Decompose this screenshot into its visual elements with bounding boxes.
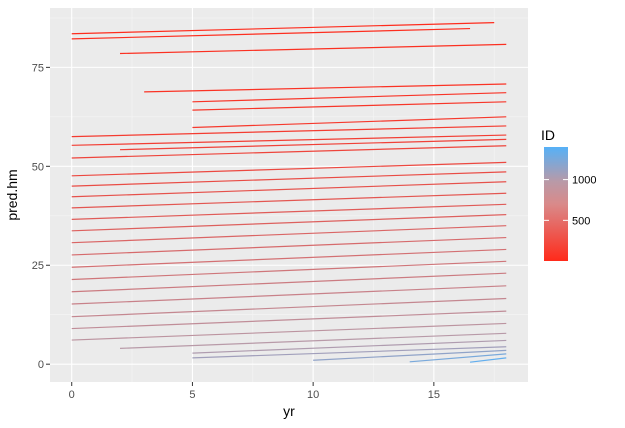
- series-line: [71, 22, 495, 35]
- grid-major: [50, 8, 528, 382]
- legend-tick-label: 500: [572, 215, 590, 227]
- series-line: [119, 138, 507, 151]
- x-tick-label: 15: [428, 389, 440, 401]
- series-line: [469, 357, 507, 363]
- series-line: [119, 43, 507, 55]
- series-line: [71, 171, 507, 187]
- series-line: [71, 213, 507, 232]
- series-line: [192, 101, 507, 111]
- series-line: [71, 27, 471, 40]
- series-line: [71, 145, 507, 159]
- series-line: [71, 297, 507, 318]
- series-line: [192, 346, 507, 359]
- legend-tick-label: 1000: [572, 175, 596, 187]
- series-line: [71, 310, 507, 330]
- series-line: [71, 161, 507, 177]
- y-tick-label: 25: [32, 260, 44, 272]
- series-line: [71, 203, 507, 220]
- y-axis-title: pred.hm: [4, 169, 20, 220]
- series-line: [119, 332, 507, 349]
- series-line: [71, 248, 507, 268]
- series-line: [71, 192, 507, 209]
- series-line: [71, 236, 507, 256]
- series-layer: [71, 22, 507, 363]
- grid-minor: [50, 8, 528, 382]
- y-tick-label: 75: [32, 62, 44, 74]
- x-tick-label: 10: [307, 389, 319, 401]
- series-line: [144, 83, 507, 93]
- y-axis: 0 25 50 75: [32, 62, 50, 371]
- y-tick-label: 50: [32, 161, 44, 173]
- x-axis-title: yr: [283, 403, 295, 419]
- series-line: [71, 134, 507, 146]
- color-legend: ID 500 1000: [541, 127, 596, 261]
- series-line: [313, 349, 507, 361]
- series-line: [71, 225, 507, 244]
- legend-colorbar: [544, 147, 568, 261]
- series-line: [71, 322, 507, 341]
- x-tick-label: 5: [189, 389, 195, 401]
- series-line: [71, 181, 507, 198]
- y-tick-label: 0: [38, 359, 44, 371]
- series-line: [192, 92, 507, 103]
- series-line: [71, 125, 507, 138]
- series-line: [71, 272, 507, 293]
- x-axis: 0 5 10 15: [69, 382, 440, 401]
- series-line: [71, 260, 507, 281]
- series-line: [409, 353, 507, 363]
- legend-title: ID: [541, 127, 555, 143]
- series-line: [192, 339, 507, 354]
- series-line: [192, 116, 507, 129]
- legend-ticks: 500 1000: [544, 175, 596, 227]
- series-line: [71, 285, 507, 305]
- x-tick-label: 0: [69, 389, 75, 401]
